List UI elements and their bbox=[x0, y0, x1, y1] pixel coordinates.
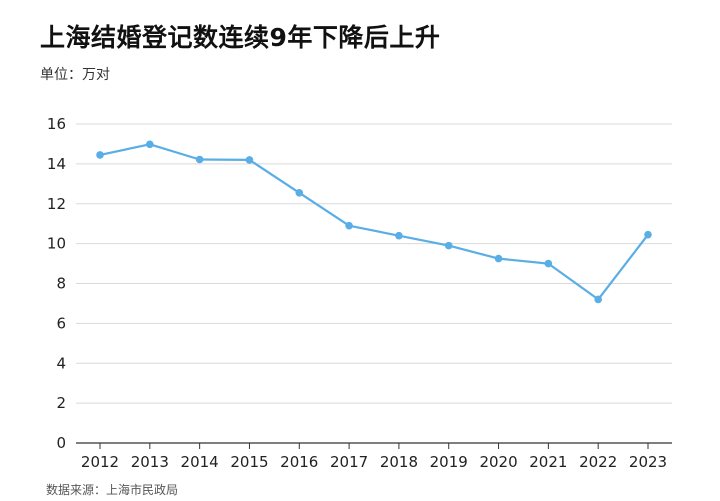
y-tick-label: 0 bbox=[56, 434, 66, 452]
series-line-path bbox=[98, 143, 650, 301]
data-points bbox=[96, 140, 652, 304]
x-tick-labels: 2012 2013 2014 2015 2016 2017 2018 2019 2020 2021… bbox=[81, 453, 667, 471]
y-tick-label: 16 bbox=[47, 115, 66, 133]
x-tick-label: 2012 bbox=[81, 453, 119, 471]
x-tick-label: 2021 bbox=[529, 453, 567, 471]
x-tick-label: 2014 bbox=[181, 453, 219, 471]
x-tick-label: 2019 bbox=[430, 453, 468, 471]
gridlines bbox=[76, 123, 672, 404]
x-tick-label: 2020 bbox=[479, 453, 517, 471]
data-point bbox=[96, 151, 104, 159]
x-tick-label: 2023 bbox=[629, 453, 667, 471]
data-point bbox=[295, 188, 304, 197]
x-tick-label: 2022 bbox=[579, 453, 617, 471]
series-line bbox=[98, 143, 650, 301]
data-point bbox=[594, 295, 602, 304]
data-point bbox=[395, 231, 403, 240]
data-point bbox=[345, 221, 353, 230]
chart-title: 上海结婚登记数连续9年下降后上升 bbox=[40, 23, 441, 52]
x-tick-label: 2018 bbox=[380, 453, 418, 471]
data-point bbox=[245, 156, 254, 164]
data-point bbox=[494, 254, 503, 263]
y-tick-labels: 0 2 4 6 8 10 12 14 16 bbox=[47, 115, 66, 452]
y-tick-label: 6 bbox=[56, 314, 66, 332]
unit-label: 单位：万对 bbox=[40, 67, 110, 83]
y-tick-label: 8 bbox=[56, 275, 66, 293]
y-tick-label: 10 bbox=[47, 235, 66, 253]
data-point bbox=[544, 259, 553, 268]
data-point bbox=[146, 140, 154, 149]
x-axis bbox=[76, 442, 672, 449]
x-tick-label: 2017 bbox=[330, 453, 368, 471]
y-tick-label: 4 bbox=[56, 354, 66, 372]
y-tick-label: 2 bbox=[56, 394, 66, 412]
y-tick-label: 12 bbox=[47, 195, 66, 213]
y-tick-label: 14 bbox=[47, 155, 66, 173]
data-source: 数据来源：上海市民政局 bbox=[46, 483, 179, 497]
data-point bbox=[444, 241, 453, 250]
x-tick-label: 2016 bbox=[280, 453, 318, 471]
x-tick-label: 2015 bbox=[230, 453, 268, 471]
data-point bbox=[644, 230, 652, 239]
data-point bbox=[195, 155, 204, 164]
x-tick-label: 2013 bbox=[131, 453, 169, 471]
